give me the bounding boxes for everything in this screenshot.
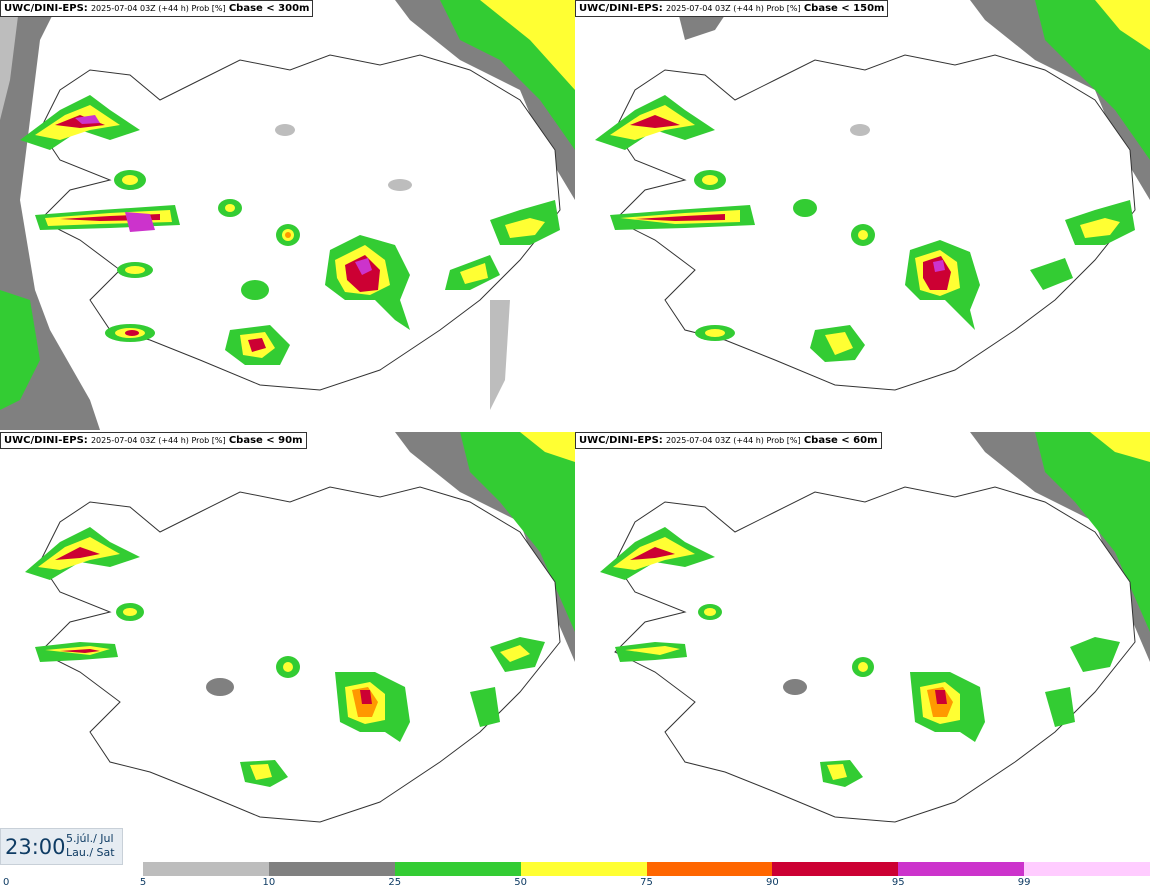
probability-map — [25, 432, 575, 823]
legend-segment — [898, 862, 1025, 876]
panel-title: UWC/DINI-EPS: 2025-07-04 03Z (+44 h) Pro… — [575, 432, 882, 449]
legend-segment — [520, 862, 647, 876]
legend-segment — [394, 862, 521, 876]
valid-time-box: 23:00 5.júl./ Jul Lau./ Sat — [0, 828, 123, 865]
legend-tick-label: 10 — [262, 877, 276, 888]
parameter-label: Cbase < 60m — [803, 435, 878, 446]
probability-map — [600, 432, 1150, 823]
valid-date-line2: Lau./ Sat — [66, 846, 115, 859]
run-info: 2025-07-04 03Z (+44 h) Prob [%] — [665, 4, 801, 13]
legend-segment — [1024, 862, 1150, 876]
model-name: UWC/DINI-EPS: — [4, 3, 88, 14]
model-name: UWC/DINI-EPS: — [579, 435, 663, 446]
map-panel-cbase-60m: UWC/DINI-EPS: 2025-07-04 03Z (+44 h) Pro… — [575, 432, 1150, 862]
parameter-label: Cbase < 300m — [228, 3, 310, 14]
probability-map — [0, 0, 575, 430]
model-name: UWC/DINI-EPS: — [4, 435, 88, 446]
map-panel-cbase-300m: UWC/DINI-EPS: 2025-07-04 03Z (+44 h) Pro… — [0, 0, 575, 430]
legend-tick-label: 50 — [514, 877, 527, 888]
legend-segment — [268, 862, 395, 876]
map-panel-cbase-150m: UWC/DINI-EPS: 2025-07-04 03Z (+44 h) Pro… — [575, 0, 1150, 430]
panel-title: UWC/DINI-EPS: 2025-07-04 03Z (+44 h) Pro… — [0, 432, 307, 449]
parameter-label: Cbase < 150m — [803, 3, 885, 14]
model-name: UWC/DINI-EPS: — [579, 3, 663, 14]
run-info: 2025-07-04 03Z (+44 h) Prob [%] — [90, 436, 226, 445]
panel-title: UWC/DINI-EPS: 2025-07-04 03Z (+44 h) Pro… — [575, 0, 889, 17]
run-info: 2025-07-04 03Z (+44 h) Prob [%] — [90, 4, 226, 13]
legend-tick-label: 0 — [3, 877, 10, 888]
legend-tick-label: 75 — [640, 877, 653, 888]
legend-segment — [143, 862, 269, 876]
legend-tick-label: 99 — [1017, 877, 1031, 888]
parameter-label: Cbase < 90m — [228, 435, 303, 446]
map-panel-cbase-90m: UWC/DINI-EPS: 2025-07-04 03Z (+44 h) Pro… — [0, 432, 575, 862]
legend-segment — [646, 862, 773, 876]
legend-segment — [772, 862, 899, 876]
run-info: 2025-07-04 03Z (+44 h) Prob [%] — [665, 436, 801, 445]
probability-map — [595, 0, 1150, 391]
legend-tick-label: 95 — [891, 877, 905, 888]
panel-title: UWC/DINI-EPS: 2025-07-04 03Z (+44 h) Pro… — [0, 0, 314, 17]
legend-tick-label: 25 — [388, 877, 402, 888]
legend-colorbar — [143, 862, 1150, 876]
valid-date: 5.júl./ Jul Lau./ Sat — [66, 832, 115, 860]
valid-date-line1: 5.júl./ Jul — [66, 832, 114, 845]
valid-time: 23:00 — [5, 835, 66, 859]
legend-tick-label: 5 — [139, 877, 147, 888]
legend-tick-label: 90 — [766, 877, 779, 888]
